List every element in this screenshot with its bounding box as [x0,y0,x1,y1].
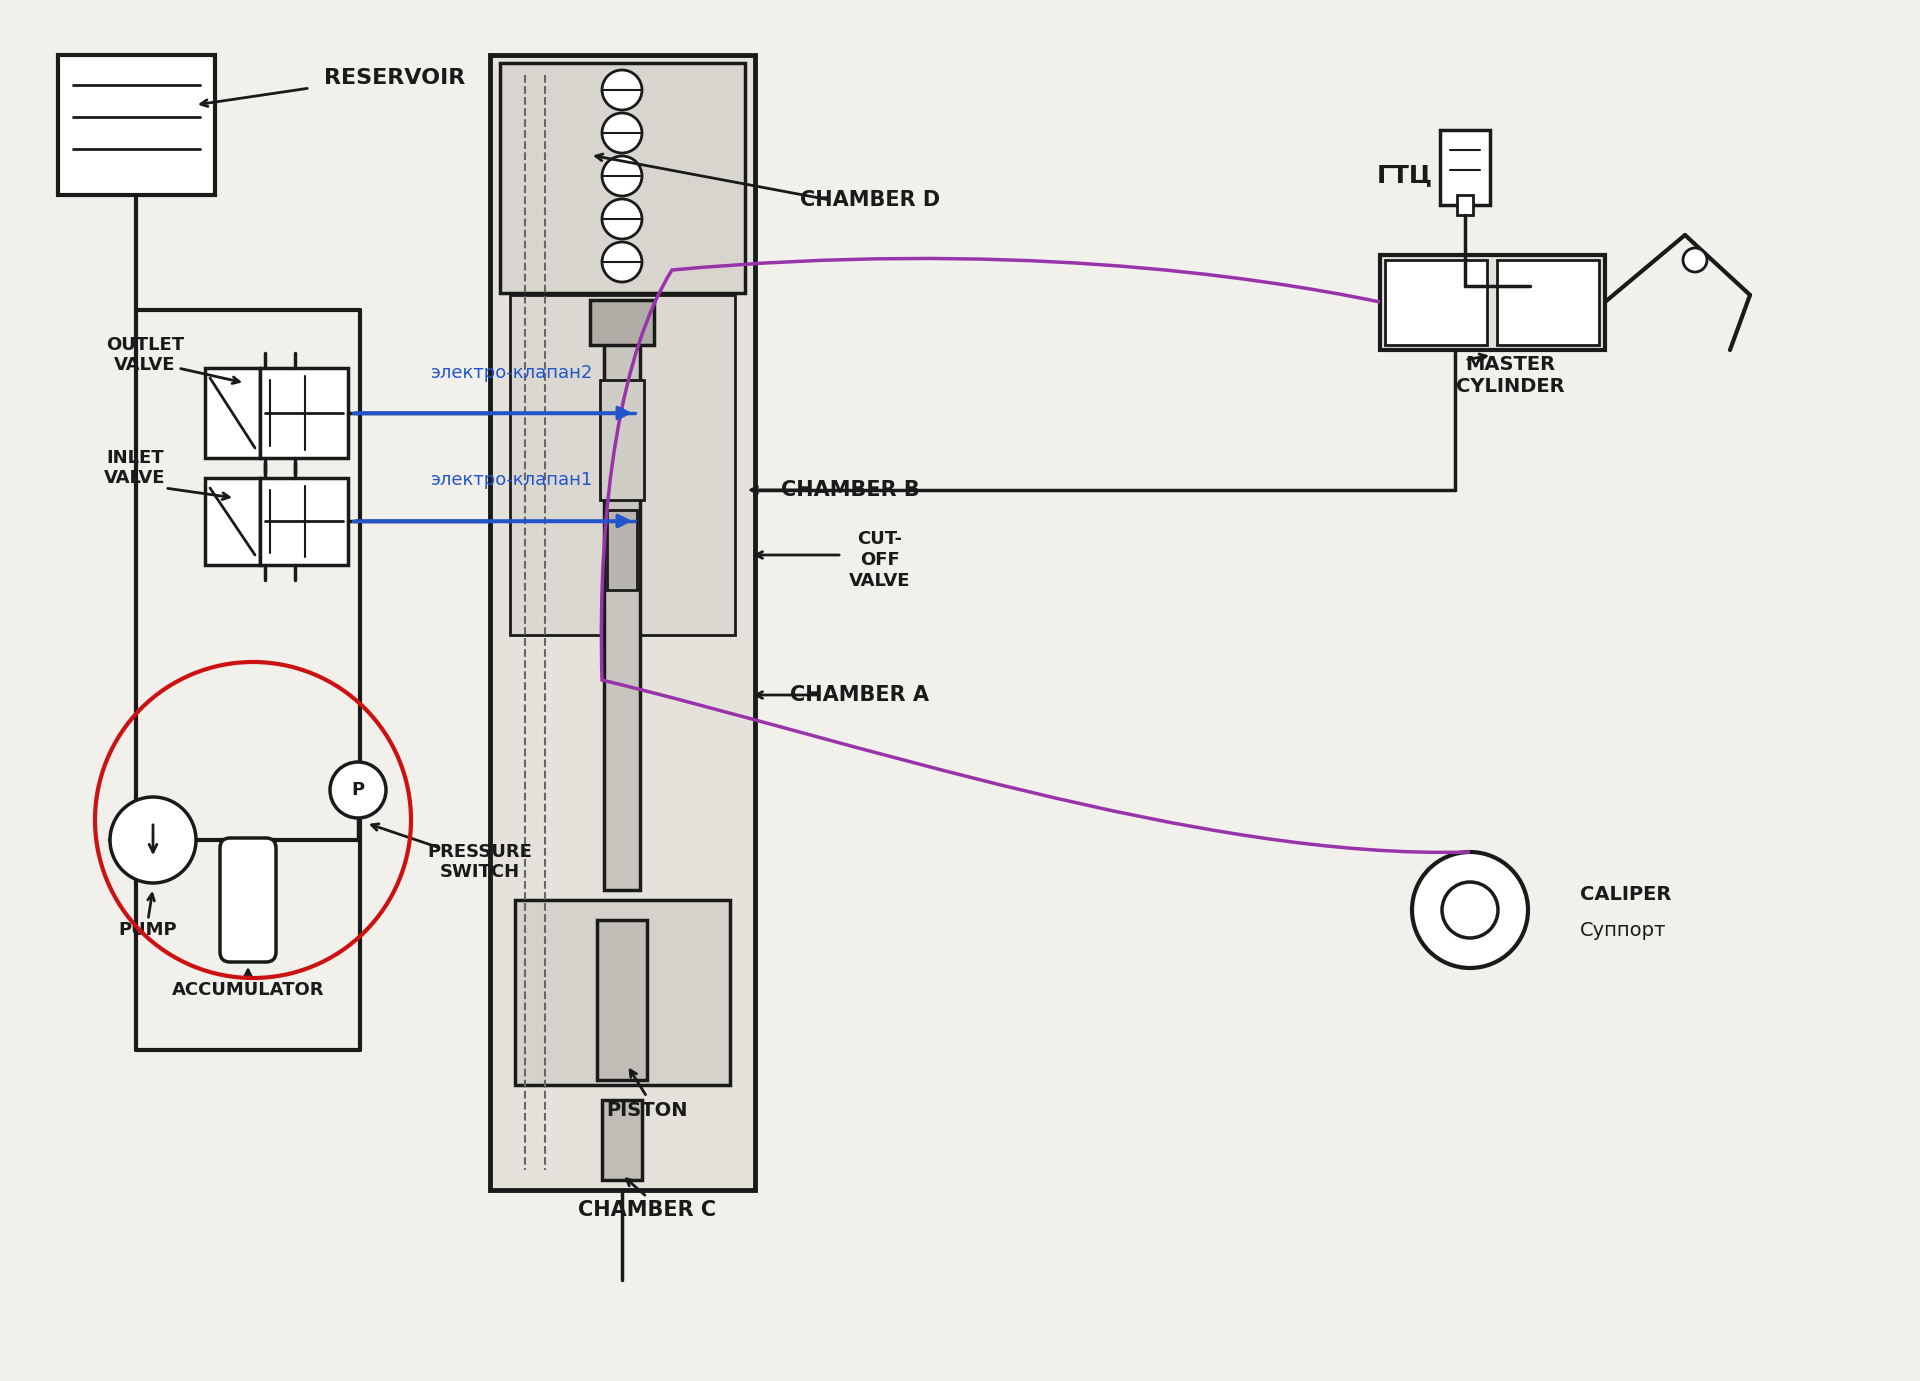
Bar [607,510,637,590]
Bar [1440,130,1490,204]
Circle shape [603,113,641,153]
Circle shape [603,199,641,239]
Bar [259,367,348,458]
Text: PRESSURE
SWITCH: PRESSURE SWITCH [428,842,532,881]
Text: MASTER
CYLINDER: MASTER CYLINDER [1455,355,1565,395]
Text: CHAMBER D: CHAMBER D [801,191,941,210]
Text: электро-клапан2: электро-клапан2 [430,365,593,383]
Circle shape [1442,882,1498,938]
Bar [1457,195,1473,215]
Text: CUT-
OFF
VALVE: CUT- OFF VALVE [849,530,910,590]
Text: P: P [351,782,365,800]
Text: RESERVOIR: RESERVOIR [324,68,467,88]
Bar [58,55,215,195]
Circle shape [603,70,641,110]
Bar [1498,260,1599,345]
Circle shape [603,156,641,196]
Bar [515,900,730,1085]
Bar [1384,260,1486,345]
Text: ГТЦ: ГТЦ [1377,163,1432,186]
Circle shape [330,762,386,818]
Text: ACCUMULATOR: ACCUMULATOR [171,981,324,998]
Bar [599,380,643,500]
Circle shape [603,242,641,282]
Bar [205,478,259,565]
Text: OUTLET
VALVE: OUTLET VALVE [106,336,184,374]
Bar [490,55,755,1190]
Text: INLET
VALVE: INLET VALVE [104,449,165,487]
Circle shape [1411,852,1528,968]
FancyBboxPatch shape [221,838,276,963]
Bar [259,478,348,565]
Circle shape [109,797,196,882]
Bar [597,920,647,1080]
Text: PUMP: PUMP [119,921,177,939]
Bar [603,1101,641,1179]
Text: CHAMBER B: CHAMBER B [781,481,920,500]
Bar [605,309,639,889]
Bar [511,296,735,635]
Bar [1380,255,1605,349]
Bar [205,367,259,458]
Text: CHAMBER A: CHAMBER A [791,685,929,704]
Text: CALIPER: CALIPER [1580,885,1672,905]
Bar [589,300,655,345]
Text: Суппорт: Суппорт [1580,921,1667,939]
Text: электро-клапан1: электро-клапан1 [430,471,591,489]
Text: PISTON: PISTON [607,1101,687,1120]
Bar [499,64,745,293]
Text: CHAMBER C: CHAMBER C [578,1200,716,1219]
Circle shape [1684,249,1707,272]
